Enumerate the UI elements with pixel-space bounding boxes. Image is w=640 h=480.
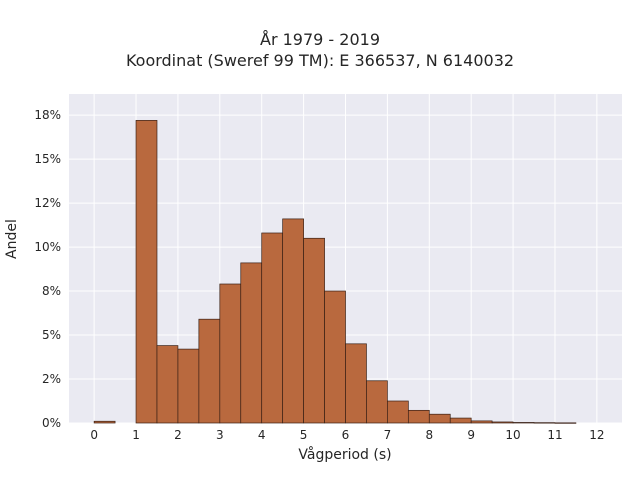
histogram-bar [533,422,556,424]
histogram-bar [345,343,367,424]
x-tick-label: 4 [258,428,266,442]
y-tick-label: 2% [42,372,61,386]
x-tick-label: 12 [589,428,604,442]
histogram-bar [177,348,200,424]
y-tick-label: 12% [34,196,61,210]
x-tick-label: 5 [300,428,308,442]
x-axis-ticks: 0 1 2 3 4 5 6 7 8 9 10 11 12 [90,428,604,442]
histogram-bar [407,409,430,424]
x-tick-label: 8 [425,428,433,442]
x-tick-label: 9 [467,428,475,442]
y-axis-ticks: 0% 2% 5% 8% 10% 12% 15% 18% [34,108,61,430]
y-tick-label: 15% [34,152,61,166]
histogram-bar [303,237,325,424]
x-tick-label: 0 [90,428,98,442]
histogram-bar [156,345,179,424]
histogram-bar [470,420,493,424]
y-tick-label: 18% [34,108,61,122]
chart-subtitle: Koordinat (Sweref 99 TM): E 366537, N 61… [125,51,515,70]
histogram-bar [135,120,158,424]
histogram-bar [554,422,577,424]
x-tick-label: 7 [384,428,392,442]
histogram-bar [240,262,263,424]
histogram-bar [491,421,514,424]
x-tick-label: 2 [174,428,182,442]
bars [93,120,577,424]
y-axis-label: Andel [4,219,20,259]
histogram-bar [512,422,535,424]
histogram-bar [93,420,116,424]
histogram-bar [449,417,472,424]
histogram-bar [387,400,409,424]
y-tick-label: 0% [42,416,61,430]
chart-title: År 1979 - 2019 [260,30,380,49]
histogram-bar [261,232,284,424]
x-tick-label: 6 [342,428,350,442]
y-tick-label: 10% [34,240,61,254]
x-axis-label: Vågperiod (s) [298,447,392,463]
x-tick-label: 10 [505,428,520,442]
histogram-bar [219,283,242,424]
y-tick-label: 5% [42,328,61,342]
histogram-bar [198,318,221,424]
x-tick-label: 3 [216,428,224,442]
x-tick-label: 1 [132,428,140,442]
y-tick-label: 8% [42,284,61,298]
x-tick-label: 11 [547,428,562,442]
histogram-bar [324,290,346,424]
histogram-bar [282,218,304,424]
histogram-bar [366,380,388,424]
histogram-bar [428,413,451,424]
